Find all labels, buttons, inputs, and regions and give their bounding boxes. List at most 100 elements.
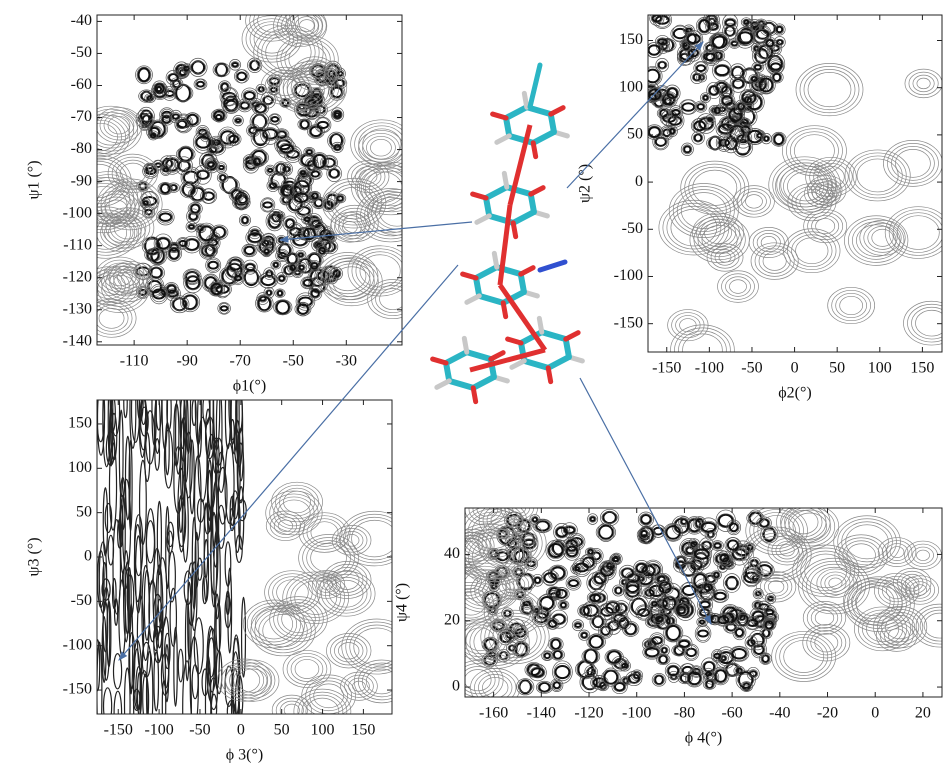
contour [175,83,191,103]
bond [476,292,507,306]
contour [320,257,383,307]
contour [478,674,513,697]
contour [715,133,733,152]
y-axis-label: ψ3 (°) [26,537,43,576]
contour [582,604,599,617]
contour [640,514,652,525]
x-tick-label: 0 [871,705,879,722]
contour [169,587,178,647]
contour [282,571,350,624]
contour [215,113,223,121]
contour [465,669,492,692]
contour [196,80,205,88]
contour [217,466,228,525]
contour [884,206,942,259]
contour [792,512,828,541]
contour [916,77,931,90]
contour [364,194,402,237]
contour [216,504,226,549]
contour [271,211,282,223]
bond [527,62,543,110]
contour [278,275,286,282]
contour [885,615,916,640]
contour [666,125,678,138]
contour [298,264,305,271]
contour [347,160,390,193]
contour [593,592,606,604]
contour [103,262,137,290]
x-tick-label: -50 [741,360,762,377]
contour [231,271,245,286]
bond [500,289,527,306]
contour [311,153,328,170]
bond [483,194,493,219]
contour [255,294,274,313]
contour [839,295,863,316]
contour [761,529,777,540]
contour [210,282,223,296]
contour [749,75,759,83]
bond [530,129,557,146]
contour [554,525,569,539]
contour [686,33,701,45]
contour [161,165,170,175]
contour [756,75,776,95]
x-tick-label: 0 [791,360,799,377]
y-tick-label: -120 [63,268,92,285]
contour [328,133,344,148]
contour [765,38,775,48]
contour [338,642,360,660]
contour [717,615,730,625]
contour [620,661,630,670]
contour [305,149,313,155]
contour [758,77,774,93]
contour [773,23,786,36]
contour [542,569,558,587]
x-tick-label: 100 [868,360,892,377]
contour [301,674,356,714]
contour [911,306,942,340]
contour [259,237,272,249]
contour [240,215,250,225]
bond [528,185,546,197]
x-axis-label: ϕ2(°) [778,385,811,402]
y-tick-label: -80 [71,140,92,157]
contour [225,132,242,146]
contour [713,106,722,115]
contour [749,532,804,577]
contour [714,64,730,77]
contour [717,135,731,151]
contour [477,516,547,571]
contour [732,78,745,90]
contour [179,180,198,199]
contour [698,517,719,538]
contour [665,86,680,100]
contour [250,605,316,657]
contour [888,209,942,256]
contour [184,275,202,291]
contour [552,649,564,660]
contour [799,66,860,114]
contour [465,587,490,619]
contour [722,133,741,154]
contour [804,179,842,208]
contour [343,534,360,547]
contour [99,110,139,141]
contour [788,509,832,544]
contour [717,270,759,303]
contour [217,451,225,493]
contour [309,261,320,271]
contour [286,574,346,621]
contour [345,621,392,672]
arrow [579,377,712,626]
contour [743,19,750,25]
contour [533,607,540,614]
contour [762,135,771,143]
contour [104,184,155,225]
contour [254,608,294,640]
contour [722,15,739,32]
contour [113,264,149,292]
contour [546,586,563,600]
contour [749,509,804,552]
contour [912,546,934,564]
